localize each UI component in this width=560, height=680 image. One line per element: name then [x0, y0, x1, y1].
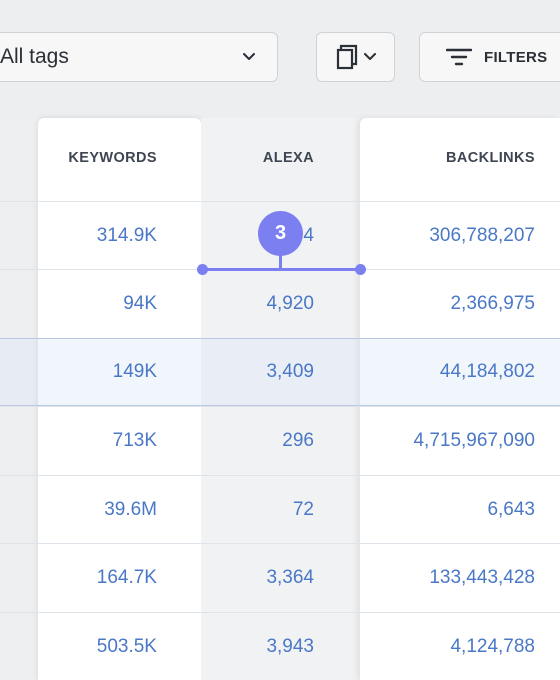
step-number-badge: 3 — [258, 211, 303, 256]
keywords-cell[interactable]: 713K — [112, 429, 157, 451]
backlinks-cell[interactable]: 4,715,967,090 — [413, 429, 535, 451]
filters-label: FILTERS — [484, 48, 548, 66]
table-row[interactable]: 39.6M 72 6,643 — [0, 475, 560, 543]
filter-icon — [446, 48, 472, 66]
table-row[interactable]: 164.7K 3,364 133,443,428 — [0, 543, 560, 611]
backlinks-cell[interactable]: 4,124,788 — [450, 635, 535, 657]
column-range-start-handle[interactable] — [197, 264, 208, 275]
chevron-down-icon — [363, 53, 376, 60]
copy-menu-button[interactable] — [316, 32, 395, 82]
keywords-cell[interactable]: 149K — [112, 361, 157, 382]
alexa-cell[interactable]: 3,409 — [266, 361, 314, 382]
table-row[interactable]: 713K 296 4,715,967,090 — [0, 406, 560, 474]
backlinks-cell[interactable]: 306,788,207 — [429, 224, 535, 246]
tag-filter-select[interactable]: All tags — [0, 32, 278, 82]
table-row-selected[interactable]: 149K 3,409 44,184,802 — [0, 338, 560, 406]
domains-table: KEYWORDS ALEXA BACKLINKS 314.9K 4 306,78… — [0, 118, 560, 680]
alexa-cell[interactable]: 4 — [303, 224, 314, 246]
filters-button[interactable]: FILTERS — [419, 32, 560, 82]
keywords-cell[interactable]: 94K — [123, 292, 157, 314]
column-bg-backlinks — [360, 118, 560, 680]
column-bg-keywords — [38, 118, 201, 680]
column-header-keywords[interactable]: KEYWORDS — [68, 150, 157, 166]
tag-filter-value: All tags — [0, 45, 69, 68]
column-header-alexa[interactable]: ALEXA — [262, 150, 314, 166]
chevron-down-icon — [243, 53, 255, 60]
table-row[interactable]: 314.9K 4 306,788,207 — [0, 201, 560, 269]
table-row[interactable]: 503.5K 3,943 4,124,788 — [0, 612, 560, 680]
alexa-cell[interactable]: 296 — [282, 429, 314, 451]
alexa-cell[interactable]: 72 — [292, 498, 314, 520]
table-row[interactable]: 94K 4,920 2,366,975 — [0, 269, 560, 337]
column-bg-left — [0, 118, 38, 680]
backlinks-cell[interactable]: 6,643 — [487, 498, 535, 520]
alexa-cell[interactable]: 3,943 — [266, 635, 314, 657]
column-header-backlinks[interactable]: BACKLINKS — [446, 150, 535, 166]
alexa-cell[interactable]: 4,920 — [266, 292, 314, 314]
backlinks-cell[interactable]: 44,184,802 — [439, 361, 535, 382]
keywords-cell[interactable]: 164.7K — [96, 566, 157, 588]
backlinks-cell[interactable]: 2,366,975 — [450, 292, 535, 314]
keywords-cell[interactable]: 39.6M — [104, 498, 157, 520]
alexa-cell[interactable]: 3,364 — [266, 566, 314, 588]
copy-icon — [336, 44, 357, 70]
keywords-cell[interactable]: 314.9K — [96, 224, 157, 246]
backlinks-cell[interactable]: 133,443,428 — [429, 566, 535, 588]
keywords-cell[interactable]: 503.5K — [96, 635, 157, 657]
column-range-end-handle[interactable] — [355, 264, 366, 275]
step-marker-stem — [279, 248, 282, 270]
